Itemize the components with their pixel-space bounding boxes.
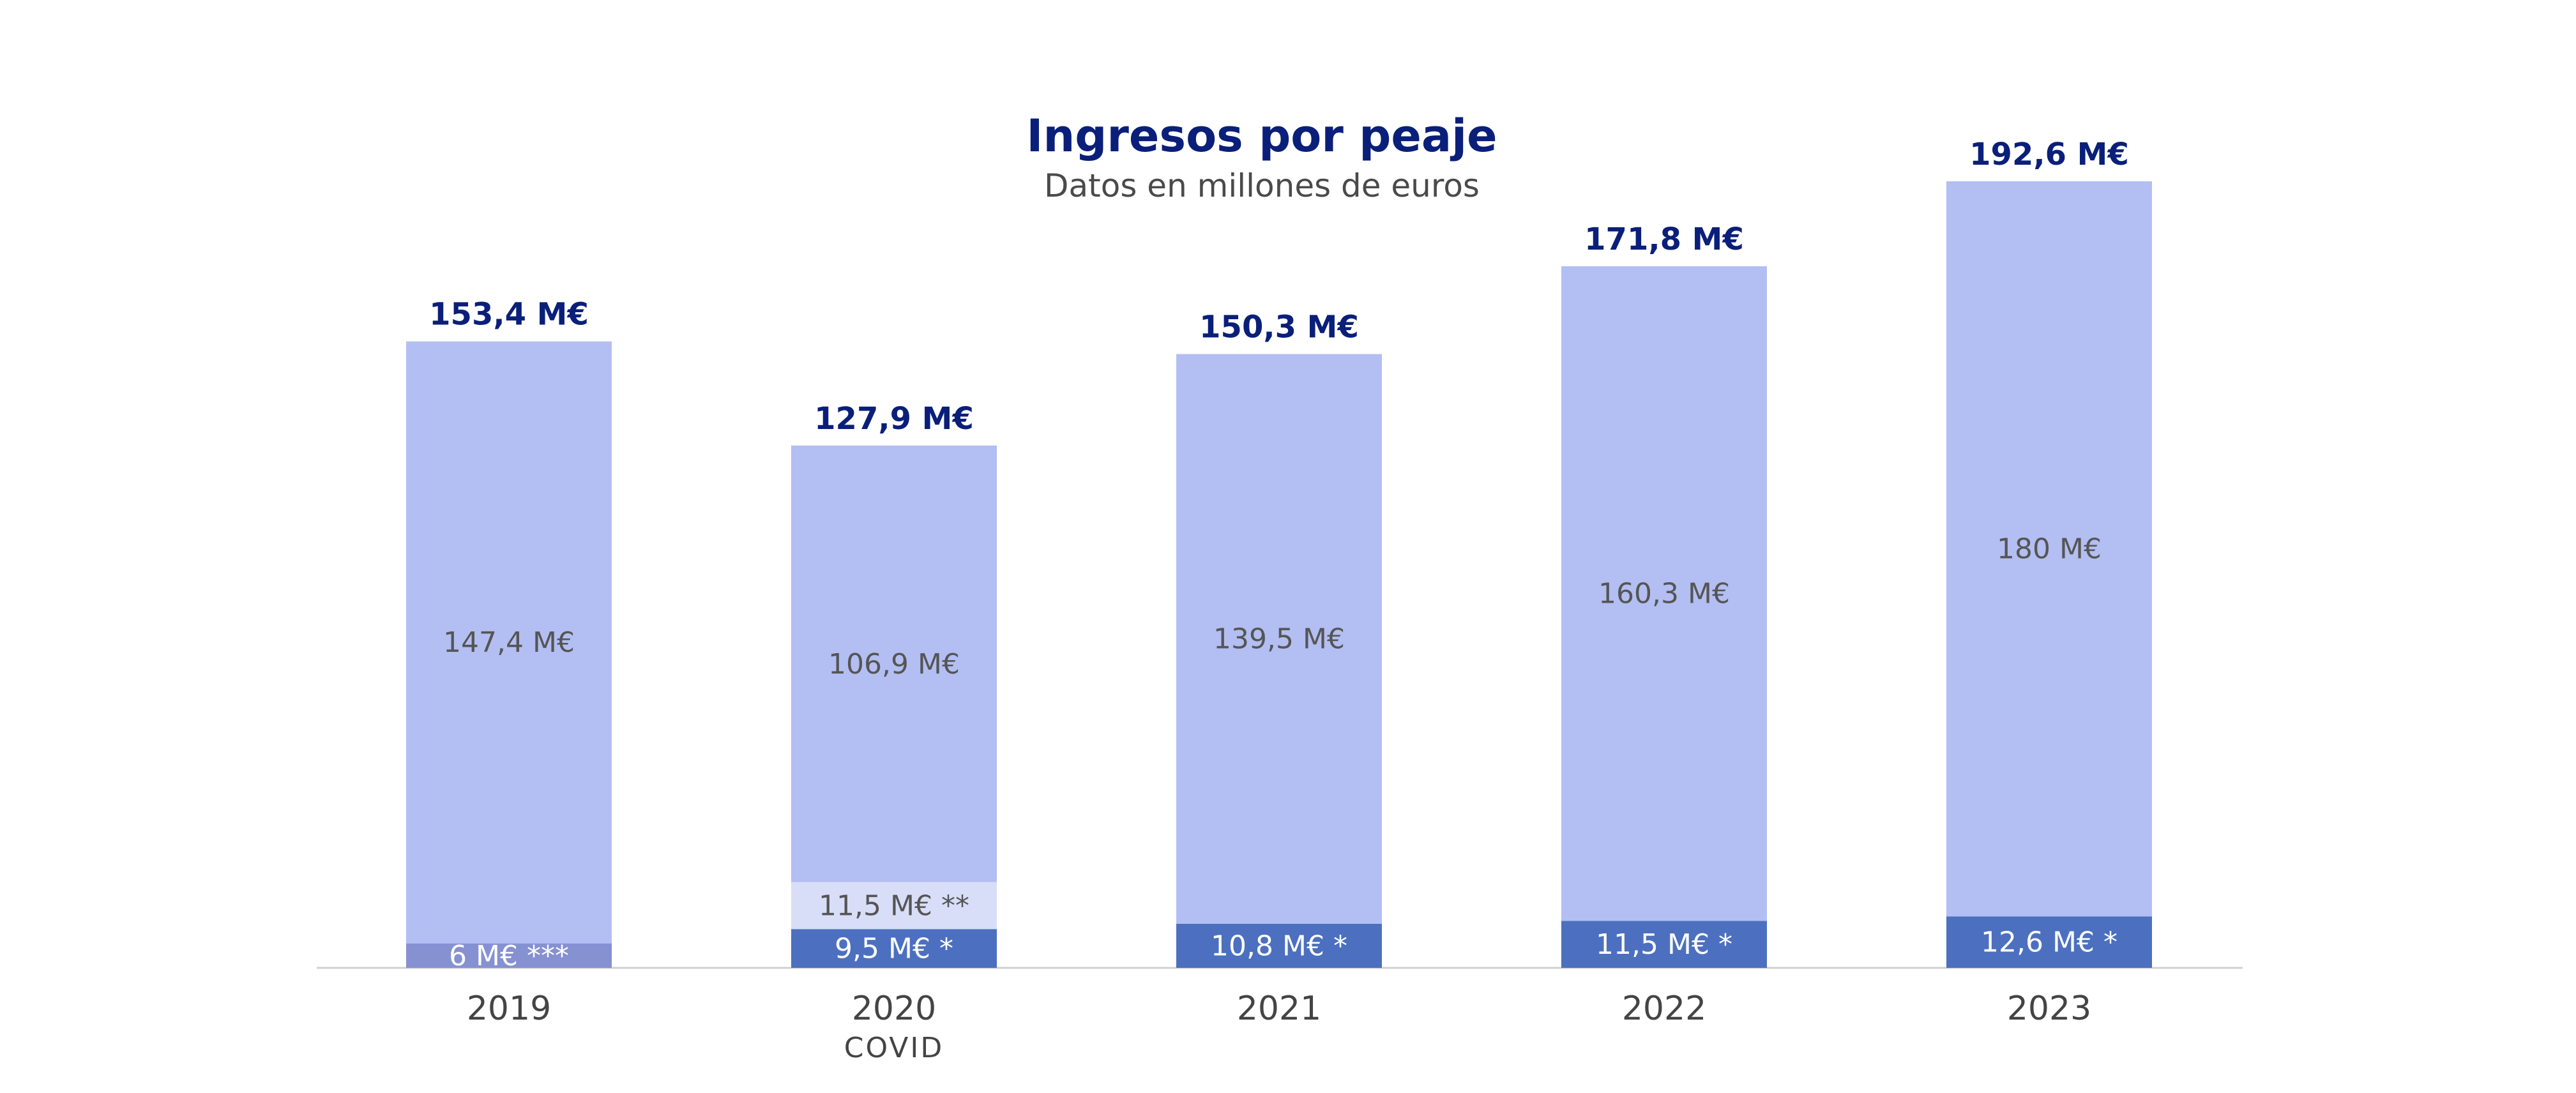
bar-segment-2019-main <box>406 341 612 944</box>
bar-segment-2020-extra <box>791 882 997 930</box>
total-label-2021: 150,3 M€ <box>1199 310 1359 345</box>
segment-label-2019-base: 6 M€ *** <box>449 940 569 972</box>
segment-label-2021-main: 139,5 M€ <box>1213 623 1345 656</box>
category-label-2021: 2021 <box>1237 990 1321 1028</box>
total-label-2022: 171,8 M€ <box>1584 222 1744 257</box>
bar-segment-2019-base <box>406 943 612 968</box>
bar-segment-2022-main <box>1561 266 1767 921</box>
segment-label-2020-base: 9,5 M€ * <box>835 933 953 965</box>
segment-label-2022-base: 11,5 M€ * <box>1596 928 1732 961</box>
bar-segment-2020-base <box>791 929 997 968</box>
segment-label-2021-base: 10,8 M€ * <box>1211 930 1347 962</box>
segment-label-2019-main: 147,4 M€ <box>443 626 575 659</box>
category-note-2020: COVID <box>844 1032 944 1064</box>
bar-segment-2022-base <box>1561 921 1767 968</box>
total-label-2019: 153,4 M€ <box>429 297 589 333</box>
bar-segment-2021-main <box>1176 354 1382 924</box>
segment-label-2022-main: 160,3 M€ <box>1598 578 1730 610</box>
bars-group: 6 M€ *** 147,4 M€ 153,4 M€ 2019 9,5 M€ * 11,5… <box>406 137 2152 1064</box>
bar-segment-2020-main <box>791 445 997 882</box>
total-label-2023: 192,6 M€ <box>1969 137 2129 172</box>
segment-label-2020-main: 106,9 M€ <box>828 648 960 681</box>
category-label-2020: 2020 <box>852 990 936 1028</box>
category-label-2023: 2023 <box>2007 990 2091 1028</box>
segment-label-2023-base: 12,6 M€ * <box>1981 926 2118 959</box>
chart-subtitle: Datos en millones de euros <box>1044 167 1480 204</box>
bar-segment-2021-base <box>1176 923 1382 968</box>
chart-title: Ingresos por peaje <box>1026 110 1497 162</box>
segment-label-2020-extra: 11,5 M€ ** <box>819 889 969 922</box>
bar-segment-2023-base <box>1946 916 2152 968</box>
total-label-2020: 127,9 M€ <box>814 401 974 437</box>
segment-label-2023-main: 180 M€ <box>1997 533 2102 566</box>
bar-segment-2023-main <box>1946 181 2152 917</box>
category-label-2022: 2022 <box>1622 990 1706 1028</box>
category-label-2019: 2019 <box>467 990 551 1028</box>
